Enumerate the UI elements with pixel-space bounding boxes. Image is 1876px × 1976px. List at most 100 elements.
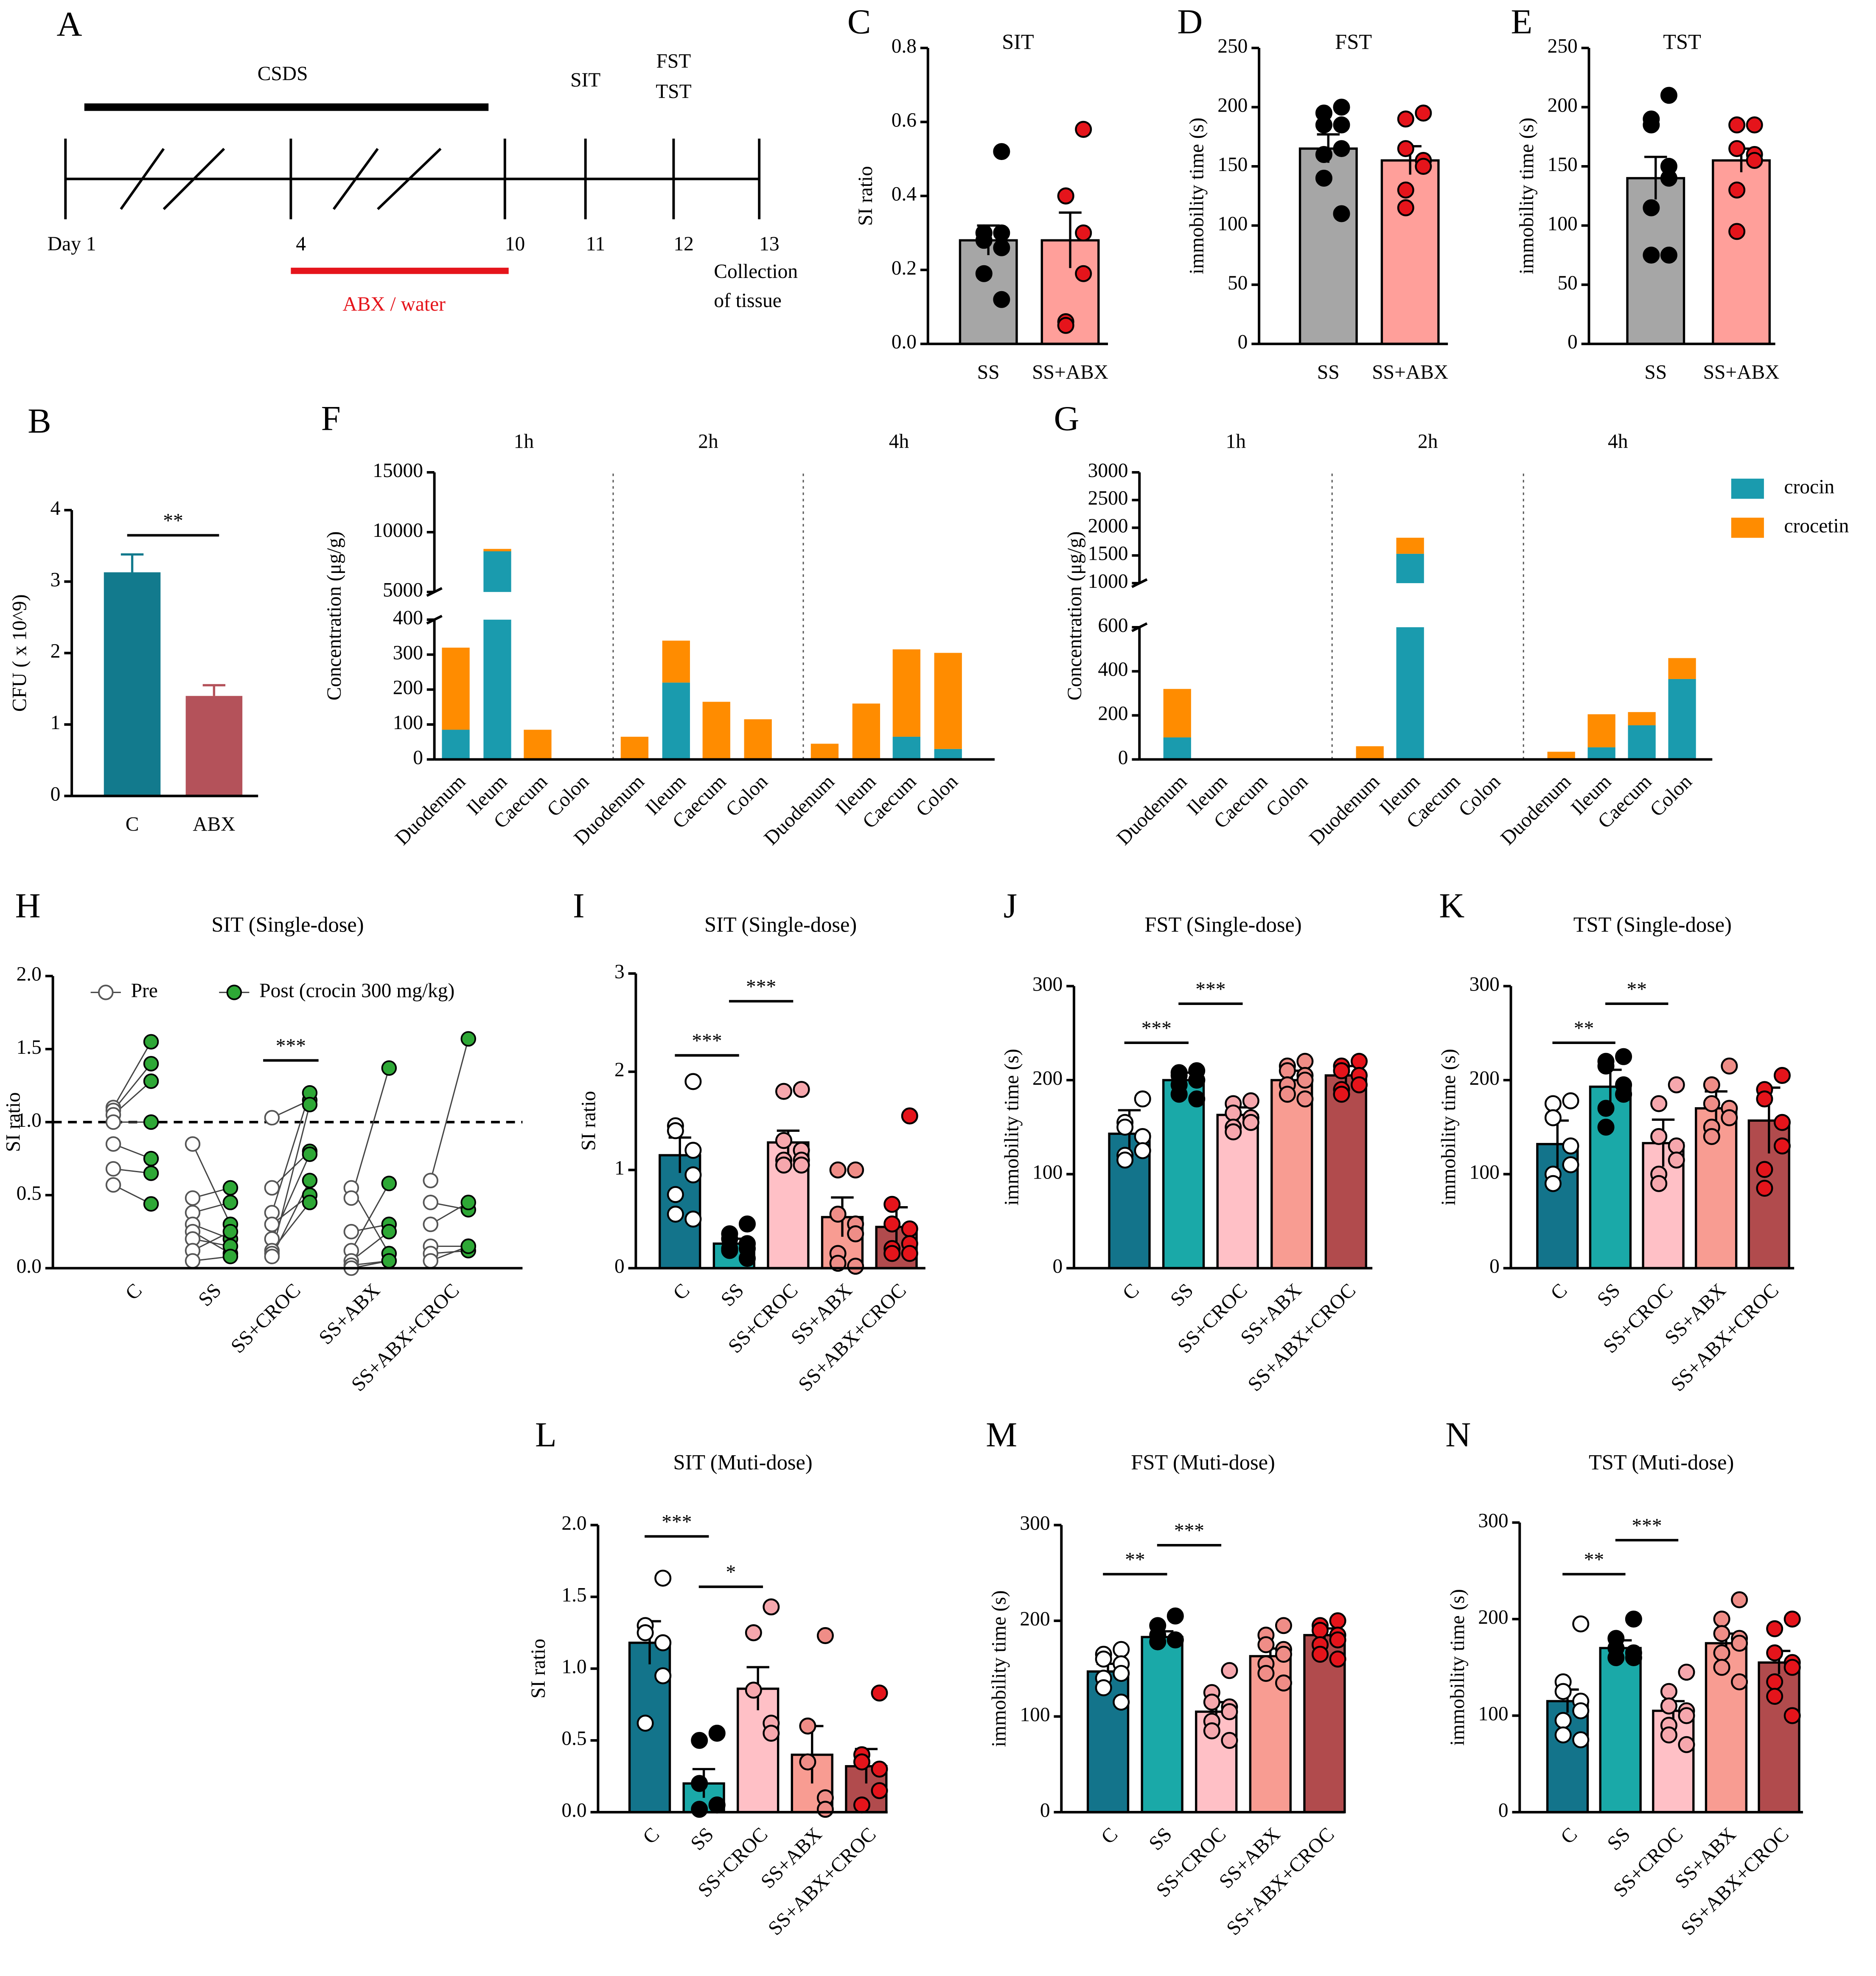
y-tick-label: 200	[1098, 703, 1128, 725]
bar-segment	[1668, 658, 1696, 679]
data-point	[185, 1190, 201, 1206]
chart-title: SIT (Single-dose)	[211, 913, 364, 937]
data-point	[1149, 1633, 1167, 1650]
data-point	[1113, 1693, 1130, 1711]
data-point	[1134, 1142, 1151, 1159]
bar-segment	[442, 730, 470, 760]
data-point	[847, 1225, 864, 1243]
data-point	[460, 1031, 477, 1047]
data-point	[1713, 1644, 1730, 1662]
bar	[1599, 1647, 1642, 1813]
data-point	[1188, 1090, 1206, 1108]
data-point	[1625, 1610, 1642, 1628]
data-point	[302, 1146, 318, 1162]
data-point	[1643, 247, 1660, 264]
data-point	[901, 1245, 918, 1262]
y-tick-label: 1.0	[561, 1656, 586, 1678]
data-point	[1296, 1072, 1314, 1089]
data-point	[1113, 1641, 1130, 1658]
panel-letter: B	[28, 401, 51, 440]
x-tick-label: Duodenum	[391, 771, 470, 850]
data-point	[1756, 1090, 1773, 1108]
data-point	[1167, 1631, 1184, 1649]
data-point	[637, 1715, 654, 1732]
data-point	[1728, 140, 1746, 157]
legend-label: Post (crocin 300 mg/kg)	[259, 980, 454, 1002]
y-tick-label: 0.2	[892, 257, 917, 279]
data-point	[1397, 110, 1414, 128]
data-point	[1221, 1703, 1238, 1721]
bar	[1270, 1079, 1313, 1269]
timeline-tick-label: 12	[673, 233, 693, 255]
data-point	[105, 1177, 121, 1193]
y-axis-label: immobility time (s)	[1438, 1049, 1460, 1205]
data-point	[1746, 152, 1763, 169]
data-point	[1329, 1631, 1346, 1649]
y-tick-label: 5000	[383, 579, 423, 601]
data-point	[1311, 1622, 1329, 1639]
data-point	[816, 1627, 834, 1644]
data-point	[1275, 1645, 1293, 1663]
chart-title: FST (Single-dose)	[1144, 913, 1301, 937]
data-point	[691, 1801, 708, 1818]
data-point	[1660, 247, 1677, 264]
y-tick-label: 100	[1032, 1162, 1063, 1184]
legend-marker	[226, 985, 242, 1000]
data-point	[105, 1161, 121, 1177]
data-point	[901, 1107, 918, 1125]
y-tick-label: 100	[1020, 1704, 1050, 1726]
bar-segment	[483, 551, 511, 592]
data-point	[793, 1081, 810, 1098]
group-label: 4h	[889, 431, 909, 453]
pair-line	[351, 1068, 390, 1199]
y-tick-label: 0	[50, 783, 61, 805]
x-tick-label: SS+ABX	[1032, 361, 1108, 383]
panel-letter: L	[535, 1415, 557, 1454]
chart-title: SIT (Muti-dose)	[673, 1451, 812, 1474]
y-tick-label: 200	[1469, 1067, 1500, 1089]
data-point	[1333, 1062, 1350, 1079]
y-tick-label: 600	[1098, 615, 1128, 637]
y-tick-label: 0	[1040, 1799, 1050, 1822]
data-point	[1554, 1726, 1572, 1744]
y-axis-label: SI ratio	[578, 1091, 600, 1151]
x-tick-label: SS+ABX	[315, 1279, 384, 1349]
data-point	[222, 1180, 238, 1196]
data-point	[1095, 1650, 1112, 1668]
data-point	[799, 1753, 816, 1771]
data-point	[1095, 1679, 1112, 1696]
data-point	[1397, 140, 1414, 157]
event-label: SIT	[570, 69, 600, 91]
x-tick-label: SS+ABX	[1372, 361, 1448, 383]
significance-label: **	[1574, 1017, 1594, 1039]
y-tick-label: 0	[614, 1255, 625, 1277]
y-tick-label: 2.0	[561, 1512, 586, 1534]
y-tick-label: 1.0	[17, 1109, 42, 1131]
data-point	[901, 1220, 918, 1238]
chart-title: SIT (Single-dose)	[704, 913, 857, 937]
data-point	[1766, 1687, 1783, 1705]
y-tick-label: 1.5	[17, 1036, 42, 1058]
data-point	[1766, 1644, 1783, 1662]
bar-segment	[934, 653, 962, 749]
data-point	[1728, 181, 1746, 199]
bar	[1324, 1074, 1367, 1269]
data-point	[1713, 1625, 1730, 1642]
y-tick-label: 100	[1478, 1703, 1508, 1725]
y-tick-label: 0	[1489, 1255, 1500, 1277]
x-tick-label: SS	[1644, 361, 1667, 383]
data-point	[1329, 1612, 1346, 1630]
pair-line	[112, 1063, 152, 1111]
data-point	[1783, 1707, 1801, 1724]
y-tick-label: 0	[1118, 747, 1128, 769]
x-tick-label: Colon	[1455, 770, 1505, 821]
data-point	[667, 1205, 684, 1223]
data-point	[1257, 1636, 1275, 1653]
bar	[1652, 1709, 1695, 1813]
data-point	[1562, 1137, 1579, 1155]
y-tick-label: 200	[393, 677, 423, 699]
bar-segment	[483, 549, 511, 552]
group-label: 4h	[1608, 431, 1628, 453]
x-tick-label: SS	[1593, 1279, 1624, 1311]
data-point	[1678, 1664, 1695, 1681]
